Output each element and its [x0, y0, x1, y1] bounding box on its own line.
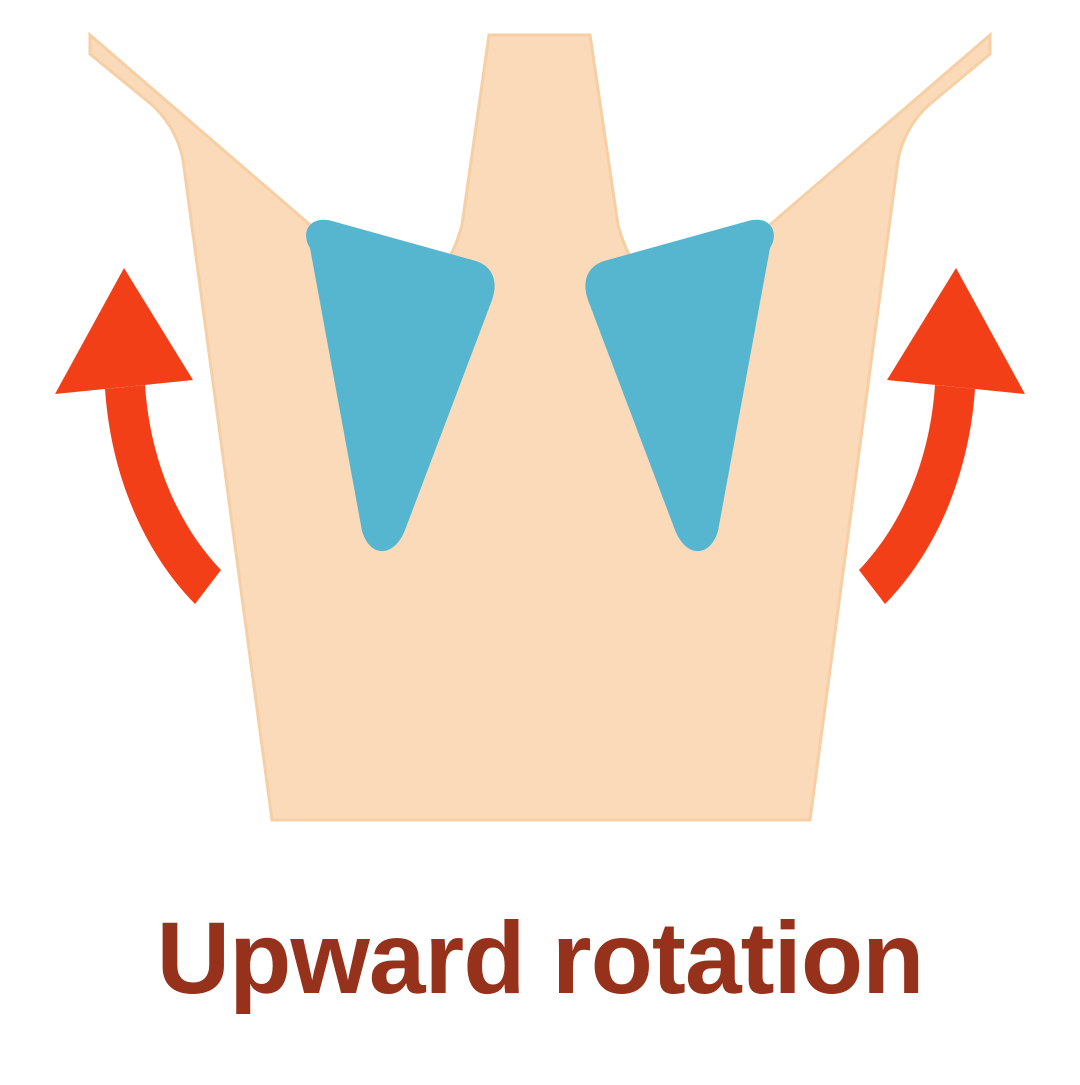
- arrow-right-shaft: [859, 385, 975, 604]
- arrow-left-shaft: [105, 385, 221, 604]
- rotation-arrow-left: [55, 268, 221, 604]
- arrow-right-head: [887, 268, 1025, 394]
- torso-silhouette: [90, 35, 990, 820]
- diagram-caption: Upward rotation: [0, 900, 1080, 1017]
- rotation-arrow-right: [859, 268, 1025, 604]
- arrow-left-head: [55, 268, 193, 394]
